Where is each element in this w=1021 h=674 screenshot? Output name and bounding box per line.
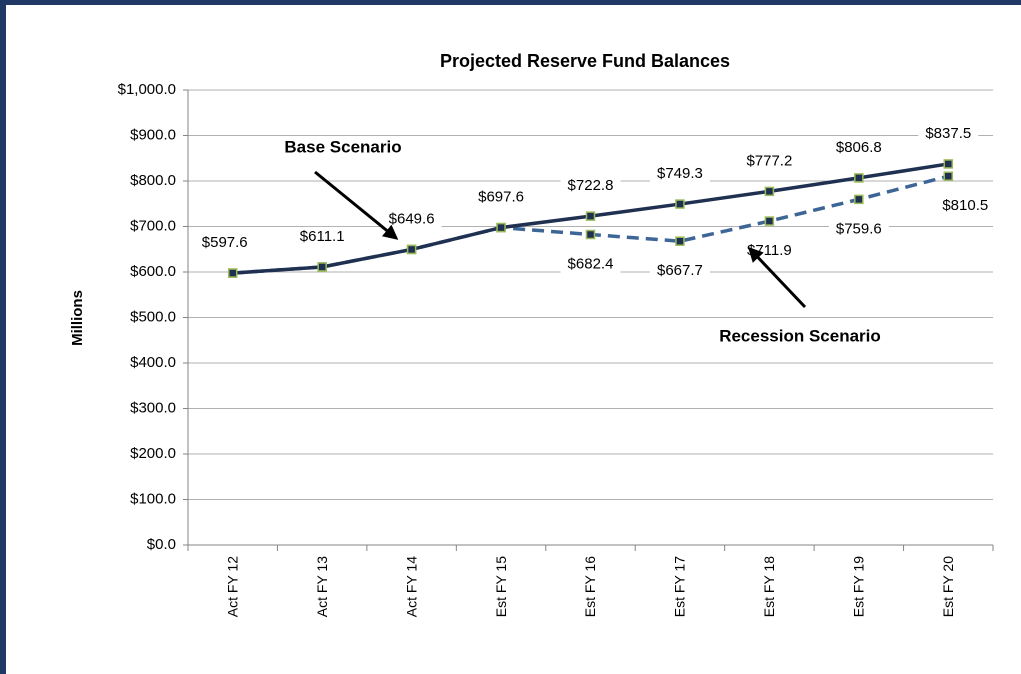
x-tick-label: Act FY 14: [403, 556, 419, 617]
arrow: [314, 170, 399, 240]
label-bg: [739, 151, 800, 172]
marker: [854, 194, 864, 205]
y-tick-label: $400.0: [130, 354, 176, 371]
label-bg: [828, 137, 889, 158]
marker: [764, 216, 775, 226]
arrow: [747, 246, 807, 309]
y-axis-label: Millions: [69, 290, 86, 346]
value-label: $837.5: [925, 125, 971, 142]
frame-left: [0, 0, 6, 674]
label-bg: [828, 219, 889, 240]
value-label: $777.2: [746, 152, 792, 169]
value-label: $682.4: [568, 255, 614, 272]
marker: [675, 236, 685, 246]
marker: [406, 244, 417, 255]
y-tick-label: $1,000.0: [118, 81, 176, 98]
value-label: $649.6: [389, 210, 435, 227]
marker: [943, 159, 954, 169]
marker: [585, 211, 596, 221]
y-tick-label: $0.0: [147, 536, 176, 553]
y-tick-label: $300.0: [130, 399, 176, 416]
grid: $0.0 $100.0 $200.0 $300.0 $400.0 $500.0 $600.0…: [118, 81, 994, 617]
value-label: $667.7: [657, 262, 703, 279]
marker: [227, 268, 238, 278]
y-tick-label: $200.0: [130, 445, 176, 462]
value-label: $597.6: [202, 234, 248, 251]
marker: [496, 222, 506, 233]
marker: [854, 173, 864, 183]
y-tick-label: $500.0: [130, 308, 176, 325]
annotation: Recession Scenario: [719, 326, 881, 345]
y-tick-label: $700.0: [130, 217, 176, 234]
x-tick-label: Est FY 17: [672, 556, 688, 617]
value-label: $759.6: [836, 220, 882, 237]
x-tick-label: Est FY 18: [761, 556, 777, 617]
marker: [317, 262, 327, 272]
value-label: $711.9: [747, 242, 792, 259]
label-bg: [935, 196, 996, 217]
label-bg: [292, 226, 353, 247]
label-bg: [560, 176, 621, 197]
x-tick-label: Est FY 19: [851, 556, 867, 617]
lines: [227, 159, 954, 278]
marker: [675, 199, 685, 209]
y-tick-label: $900.0: [130, 126, 176, 143]
labels: $682.4 $667.7 $711.9 $759.6 $810.5 $597.6 $611…: [194, 123, 996, 282]
value-label: $806.8: [836, 139, 882, 156]
marker: [764, 186, 775, 197]
marker: [585, 229, 596, 240]
y-tick-label: $600.0: [130, 263, 176, 280]
label-bg: [560, 254, 621, 275]
y-tick-label: $100.0: [130, 490, 176, 507]
label-bg: [194, 233, 255, 254]
value-label: $722.8: [568, 177, 614, 194]
label-bg: [918, 123, 979, 144]
value-label: $611.1: [300, 228, 345, 245]
value-label: $810.5: [942, 197, 988, 214]
frame-top: [0, 0, 1021, 5]
x-tick-label: Est FY 15: [493, 556, 509, 617]
value-label: $749.3: [657, 165, 703, 182]
y-tick-label: $800.0: [130, 172, 176, 189]
annotation: Base Scenario: [284, 137, 401, 156]
value-label: $697.6: [478, 189, 524, 206]
label-bg: [649, 261, 710, 282]
label-bg: [471, 187, 532, 208]
x-tick-label: Act FY 13: [314, 556, 330, 617]
label-bg: [649, 164, 710, 185]
label-bg: [381, 209, 442, 230]
x-tick-label: Est FY 20: [940, 556, 956, 617]
x-tick-label: Act FY 12: [224, 556, 240, 617]
chart-title: Projected Reserve Fund Balances: [440, 51, 730, 71]
marker: [943, 171, 954, 181]
x-tick-label: Est FY 16: [582, 556, 598, 617]
